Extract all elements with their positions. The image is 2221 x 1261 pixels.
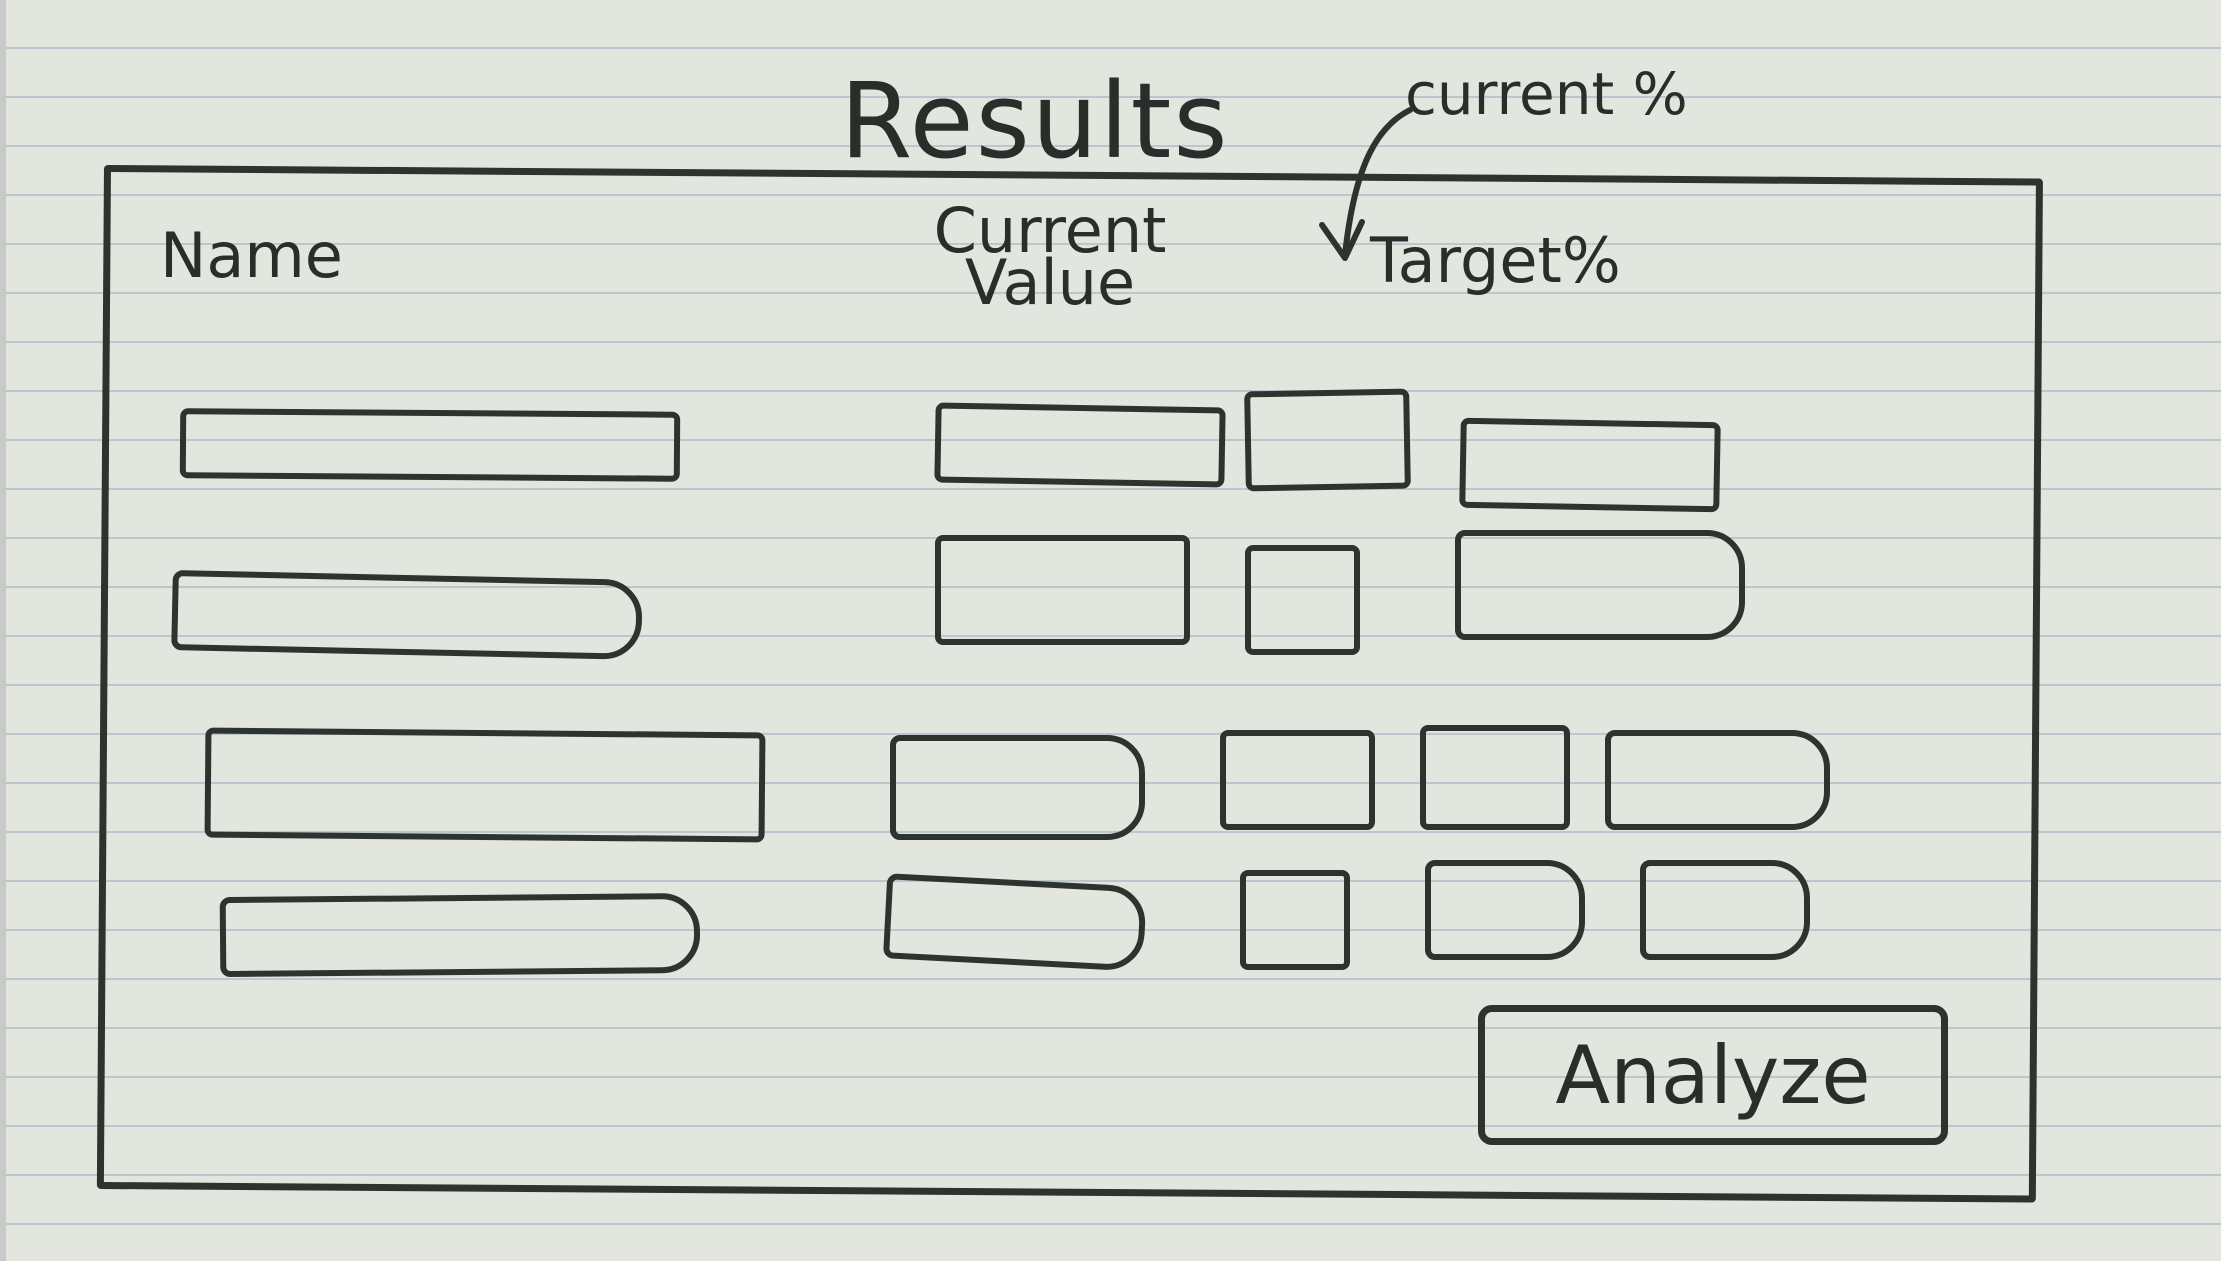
column-header-name: Name <box>160 219 343 292</box>
current-percent-field-row-1[interactable] <box>1244 388 1411 492</box>
current-percent-field-row-3[interactable] <box>1220 730 1375 830</box>
current-percent-field-row-4[interactable] <box>1240 870 1350 970</box>
name-field-row-1[interactable] <box>179 408 681 482</box>
arrow-down-icon <box>1319 107 1413 261</box>
target-percent-field-row-3[interactable] <box>1420 725 1570 830</box>
current-value-field-row-4[interactable] <box>882 873 1148 972</box>
current-value-field-row-1[interactable] <box>934 402 1226 488</box>
analyze-button[interactable]: Analyze <box>1478 1005 1948 1145</box>
current-value-field-row-3[interactable] <box>890 735 1145 840</box>
current-percent-field-row-2[interactable] <box>1245 545 1360 655</box>
column-header-target-percent: Target% <box>1370 224 1621 297</box>
column-header-current-value-line1: Current <box>933 194 1167 267</box>
column-header-current-value-line2: Value <box>964 246 1136 319</box>
target-percent-field-row-2[interactable] <box>1455 530 1745 640</box>
name-field-row-2[interactable] <box>171 570 643 660</box>
target-percent-field-row-1[interactable] <box>1459 417 1721 513</box>
extra-percent-field-row-4[interactable] <box>1640 860 1810 960</box>
target-percent-field-row-4[interactable] <box>1425 860 1585 960</box>
notebook-margin <box>0 0 6 1261</box>
current-percent-annotation: current % <box>1405 60 1688 128</box>
name-field-row-4[interactable] <box>219 892 701 978</box>
column-header-current-value: Current Value <box>910 194 1190 319</box>
name-field-row-3[interactable] <box>204 727 766 843</box>
current-value-field-row-2[interactable] <box>935 535 1190 645</box>
page-title: Results <box>840 60 1230 182</box>
extra-percent-field-row-3[interactable] <box>1605 730 1830 830</box>
